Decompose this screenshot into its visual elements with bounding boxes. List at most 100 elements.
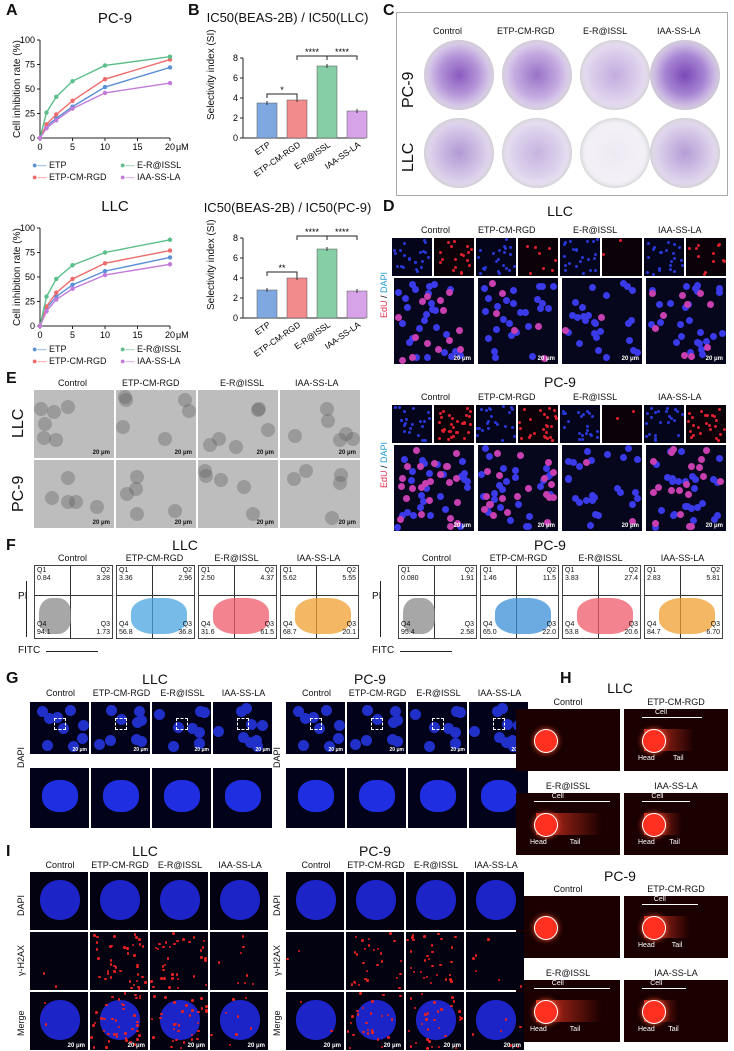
comet-head bbox=[534, 916, 558, 940]
cell-dot bbox=[144, 981, 147, 984]
cell-dot bbox=[704, 343, 712, 351]
cell-dot bbox=[561, 411, 565, 415]
cell-dot bbox=[109, 963, 113, 966]
cell-dot bbox=[117, 390, 132, 405]
cell-dot bbox=[64, 704, 76, 716]
cell-dot bbox=[238, 732, 250, 744]
cell-dot bbox=[624, 445, 632, 453]
cell-dot bbox=[533, 245, 537, 249]
scatter-cloud bbox=[495, 597, 551, 634]
cell-dot bbox=[453, 449, 461, 457]
cell-dot bbox=[585, 431, 589, 435]
cell-dot bbox=[652, 519, 660, 527]
cell-dot bbox=[133, 954, 136, 957]
cell-dot bbox=[682, 283, 690, 291]
scale-bar: 20 μm bbox=[92, 450, 110, 456]
cell-dot bbox=[363, 947, 367, 951]
cell-dot bbox=[538, 300, 546, 308]
h2ax-llc-grid: Control 20 μm ETP-CM-RGD 20 μm E-R@ISSL 20 μm… bbox=[14, 860, 270, 1050]
cell-dot bbox=[193, 738, 205, 750]
cell-dot bbox=[448, 429, 452, 433]
cell-dot bbox=[676, 410, 680, 414]
cell-dot bbox=[666, 406, 669, 410]
data-point-e-r-issl bbox=[54, 276, 59, 282]
quadrant-divider-v bbox=[70, 566, 72, 638]
cell-dot bbox=[420, 424, 424, 428]
cell-dot bbox=[708, 423, 712, 427]
dapi-zoom bbox=[152, 768, 211, 828]
quadrant-divider-h bbox=[645, 594, 722, 596]
cell-dot bbox=[467, 250, 471, 254]
cell-dot bbox=[366, 1032, 370, 1035]
dapi-row-label: DAPI bbox=[16, 746, 26, 768]
cell-dot bbox=[697, 455, 705, 463]
cell-dot bbox=[133, 933, 137, 936]
cell-dot bbox=[563, 426, 567, 430]
flow-y-arrow bbox=[26, 581, 27, 637]
flow-llc-title: LLC bbox=[172, 537, 198, 553]
cell-dot bbox=[249, 1027, 253, 1030]
cell-dot bbox=[444, 1034, 447, 1038]
cell-dot bbox=[424, 353, 432, 361]
cell-dot bbox=[118, 393, 133, 408]
cell-dot bbox=[430, 1045, 434, 1049]
cell-dot bbox=[485, 422, 489, 426]
cell-dot bbox=[687, 348, 695, 356]
cell-dot bbox=[292, 705, 304, 717]
data-point-iaa-ss-la bbox=[102, 90, 108, 96]
zoom-box bbox=[310, 718, 322, 730]
quadrant-divider-h bbox=[117, 594, 194, 596]
cell-dot bbox=[109, 976, 113, 979]
cell-dot bbox=[37, 430, 52, 445]
cell-dot bbox=[54, 985, 58, 988]
flow-plot-etp-cm-rgd: Q1 3.36 Q2 2.96 Q4 56.8 Q3 36.8 bbox=[116, 565, 195, 639]
edu-label: EdU bbox=[379, 300, 389, 318]
cell-dot bbox=[645, 411, 649, 415]
quadrant-q1: Q1 0.080 bbox=[401, 567, 419, 582]
nucleus-zoomed bbox=[298, 780, 334, 812]
h2ax-pc9-grid: Control 20 μm ETP-CM-RGD 20 μm E-R@ISSL 20 μm… bbox=[270, 860, 524, 1050]
cell-dot bbox=[138, 943, 142, 946]
nucleus-zoomed bbox=[164, 780, 200, 812]
cell-dot bbox=[376, 947, 380, 951]
llc-legend: ●— ETP ●— E-R@ISSL ●— ETP-CM-RGD ●— IAA-… bbox=[32, 344, 182, 366]
y-tick-label: 100 bbox=[20, 35, 35, 45]
cell-dot bbox=[109, 945, 112, 948]
cell-dot bbox=[511, 474, 519, 482]
cell-dot bbox=[210, 1033, 213, 1037]
tail-label: Tail bbox=[668, 1026, 679, 1033]
data-point-e-r-issl bbox=[102, 250, 108, 255]
cell-dot bbox=[510, 327, 518, 335]
cell-dot bbox=[418, 491, 426, 499]
quadrant-q4: Q4 56.8 bbox=[119, 621, 133, 636]
quadrant-q3: Q3 61.5 bbox=[260, 621, 274, 636]
h2ax-tile-merge: 20 μm bbox=[30, 992, 88, 1050]
y-tick-label: 0 bbox=[30, 321, 35, 331]
cell-dot bbox=[669, 512, 677, 520]
cell-dot bbox=[163, 977, 166, 980]
cell-dot bbox=[359, 992, 362, 995]
cell-dot bbox=[442, 427, 446, 431]
cell-dot bbox=[362, 961, 365, 965]
cell-dot bbox=[200, 997, 203, 1000]
data-point-iaa-ss-la bbox=[44, 126, 49, 131]
cell-dot bbox=[549, 283, 557, 291]
cell-dot bbox=[714, 511, 722, 519]
y-tick-label: 25 bbox=[25, 109, 35, 119]
scale-bar: 20 μm bbox=[72, 747, 87, 753]
brightfield-image: 20 μm bbox=[280, 460, 360, 528]
cell-dot bbox=[553, 409, 556, 413]
category-label-etp: ETP bbox=[253, 139, 273, 157]
cell-dot bbox=[449, 738, 461, 750]
cell-dot bbox=[546, 425, 550, 429]
cell-dot bbox=[424, 240, 428, 244]
cell-dot bbox=[376, 1038, 380, 1041]
cell-dot bbox=[659, 250, 663, 254]
cell-dot bbox=[677, 320, 684, 328]
cell-dot bbox=[493, 303, 501, 311]
cell-dot bbox=[440, 1008, 443, 1011]
dapi-col-etp-cm-rgd: ETP-CM-RGD bbox=[348, 688, 407, 698]
cell-dot bbox=[411, 936, 414, 939]
y-tick-label: 25 bbox=[25, 297, 35, 307]
brightfield-grid: 20 μm 20 μm 20 μm 20 μm 20 μm 20 μm 20 μm 20 μm bbox=[34, 390, 364, 532]
